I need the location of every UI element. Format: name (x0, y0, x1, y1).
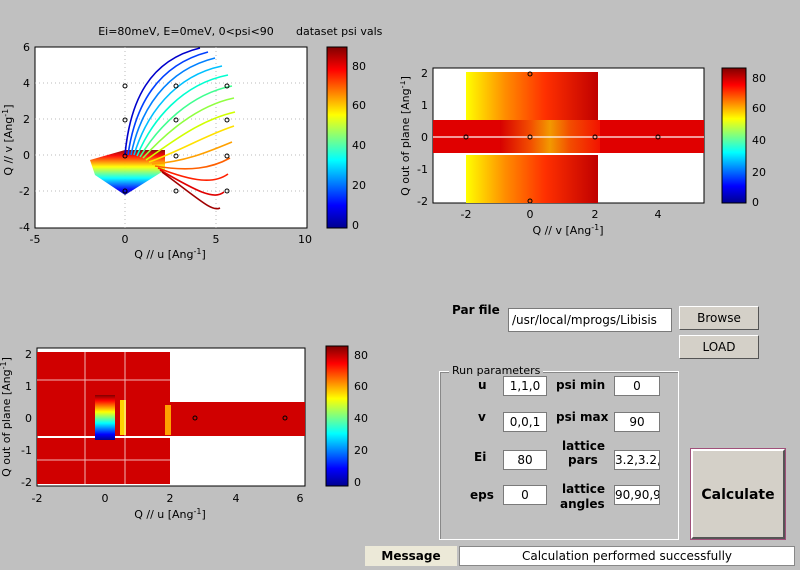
xtick: -5 (30, 233, 41, 246)
eps-input[interactable]: 0 (503, 485, 547, 505)
top-left-ylabel: Q // v [Ang-1] (1, 104, 15, 175)
ytick: -4 (19, 221, 30, 234)
svg-text:0: 0 (352, 219, 359, 232)
top-right-colorbar (721, 67, 747, 204)
svg-text:60: 60 (352, 99, 366, 112)
svg-text:0: 0 (354, 476, 361, 489)
psi-min-input[interactable]: 0 (614, 376, 660, 396)
svg-text:60: 60 (354, 380, 368, 393)
svg-text:0: 0 (102, 492, 109, 505)
svg-text:6: 6 (297, 492, 304, 505)
top-left-xlabel: Q // u [Ang-1] (134, 247, 206, 260)
svg-text:20: 20 (354, 444, 368, 457)
top-left-xticks: -5 0 5 10 (30, 233, 312, 246)
bottom-left-colorbar (325, 345, 349, 487)
svg-text:2: 2 (167, 492, 174, 505)
u-label: u (478, 378, 487, 392)
top-left-cbar-ticks: 80 60 40 20 0 (352, 60, 366, 232)
svg-text:80: 80 (352, 60, 366, 73)
svg-text:40: 40 (354, 412, 368, 425)
browse-button[interactable]: Browse (679, 306, 759, 330)
message-label: Message (365, 546, 457, 566)
svg-text:40: 40 (752, 134, 766, 147)
u-input[interactable]: 1,1,0 (503, 376, 547, 396)
psi-max-input[interactable]: 90 (614, 412, 660, 432)
svg-text:-2: -2 (461, 208, 472, 221)
par-file-input[interactable]: /usr/local/mprogs/Libisis (508, 308, 672, 332)
lattice-pars-input[interactable]: 3.2,3.2, (614, 450, 660, 470)
xtick: 0 (122, 233, 129, 246)
lattice-angles-label-1: lattice (562, 482, 606, 496)
svg-text:80: 80 (354, 349, 368, 362)
ytick: 6 (23, 41, 30, 54)
par-file-label: Par file (452, 303, 500, 317)
top-left-plot: 6 4 2 0 -2 -4 -5 0 5 10 Q // u [Ang-1] Q… (1, 41, 366, 260)
xtick: 10 (298, 233, 312, 246)
top-left-yticks: 6 4 2 0 -2 -4 (19, 41, 30, 234)
top-left-axes (34, 46, 308, 229)
psi-max-label: psi max (556, 410, 609, 424)
svg-text:0: 0 (527, 208, 534, 221)
ytick: 2 (23, 113, 30, 126)
top-right-plot: 2 1 0 -1 -2 -2 0 2 4 Q // v [Ang-1] Q ou… (400, 67, 766, 237)
message-text: Calculation performed successfully (459, 546, 795, 566)
top-right-ylabel: Q out of plane [Ang-1] (400, 76, 412, 196)
ytick: 4 (23, 77, 30, 90)
ytick: -2 (19, 185, 30, 198)
svg-text:0: 0 (25, 412, 32, 425)
svg-text:1: 1 (25, 380, 32, 393)
svg-text:0: 0 (752, 196, 759, 209)
ytick: 0 (23, 149, 30, 162)
bottom-left-xlabel: Q // u [Ang-1] (134, 507, 206, 521)
colorbar-title: dataset psi vals (296, 25, 383, 38)
top-left-plot-title: Ei=80meV, E=0meV, 0<psi<90 (98, 25, 274, 38)
svg-text:-1: -1 (417, 163, 428, 176)
svg-text:60: 60 (752, 102, 766, 115)
lattice-angles-label-2: angles (560, 497, 605, 511)
svg-text:2: 2 (25, 348, 32, 361)
top-right-xlabel: Q // v [Ang-1] (532, 223, 603, 237)
svg-text:-2: -2 (21, 476, 32, 489)
svg-text:80: 80 (752, 72, 766, 85)
run-parameters-title: Run parameters (449, 364, 544, 377)
svg-text:20: 20 (352, 179, 366, 192)
v-label: v (478, 410, 486, 424)
ei-label: Ei (474, 450, 487, 464)
bottom-left-plot: 2 1 0 -1 -2 -2 0 2 4 6 Q // u [Ang-1] Q … (0, 345, 368, 521)
lattice-pars-label-2: pars (568, 453, 598, 467)
lattice-pars-label-1: lattice (562, 439, 606, 453)
svg-text:40: 40 (352, 139, 366, 152)
bottom-left-ylabel: Q out of plane [Ang-1] (0, 357, 13, 477)
run-parameters-panel (439, 371, 679, 540)
svg-text:2: 2 (421, 67, 428, 80)
psi-min-label: psi min (556, 378, 606, 392)
svg-text:1: 1 (421, 99, 428, 112)
svg-text:-1: -1 (21, 444, 32, 457)
bragg-points (122, 83, 230, 194)
fan-arcs (124, 47, 236, 210)
top-right-points (463, 71, 661, 204)
svg-text:4: 4 (655, 208, 662, 221)
xtick: 5 (213, 233, 220, 246)
svg-text:0: 0 (421, 131, 428, 144)
lattice-angles-input[interactable]: 90,90,9 (614, 485, 660, 505)
svg-text:-2: -2 (417, 195, 428, 208)
calculate-button[interactable]: Calculate (690, 448, 786, 540)
fan-lower (90, 150, 165, 195)
svg-text:2: 2 (592, 208, 599, 221)
svg-text:4: 4 (233, 492, 240, 505)
ei-input[interactable]: 80 (503, 450, 547, 470)
v-input[interactable]: 0,0,1 (503, 412, 547, 432)
svg-text:-2: -2 (32, 492, 43, 505)
svg-text:20: 20 (752, 166, 766, 179)
eps-label: eps (470, 488, 494, 502)
load-button[interactable]: LOAD (679, 335, 759, 359)
top-left-colorbar (326, 46, 348, 229)
